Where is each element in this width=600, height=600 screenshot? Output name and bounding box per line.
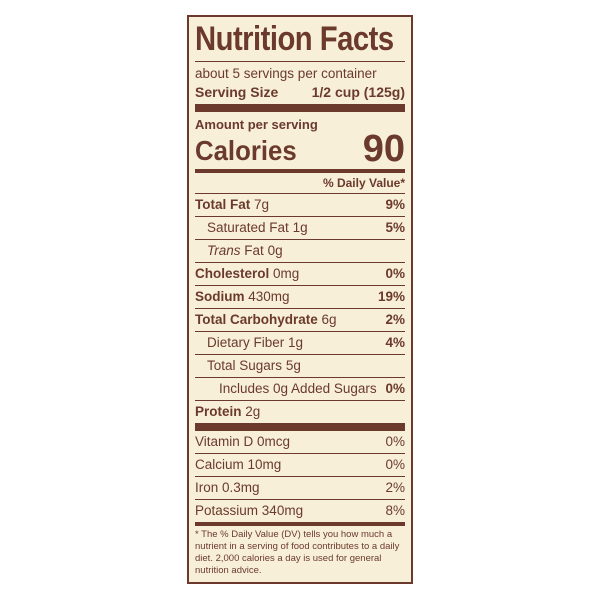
footnote: * The % Daily Value (DV) tells you how m… <box>195 529 400 576</box>
nutrient-name: Trans <box>207 243 241 258</box>
vitamin-amount: 10mg <box>247 457 282 472</box>
nutrient-row-dietary-fiber: Dietary Fiber 1g 4% <box>195 332 405 354</box>
nutrient-dv: 5% <box>385 220 405 235</box>
nutrient-name: Includes 0g Added Sugars <box>219 381 377 396</box>
vitamin-amount: 0.3mg <box>222 480 260 495</box>
vitamin-dv: 8% <box>385 503 405 518</box>
nutrient-dv: 9% <box>385 197 405 212</box>
vitamin-row-calcium: Calcium 10mg 0% <box>195 454 405 476</box>
daily-value-header: % Daily Value* <box>322 176 405 190</box>
nutrient-name: Total Fat <box>195 197 251 212</box>
vitamin-dv: 0% <box>385 434 405 449</box>
nutrient-amount: 0mg <box>273 266 300 281</box>
calories-value: 90 <box>362 128 405 170</box>
nutrient-amount: 7g <box>254 197 270 212</box>
nutrient-dv: 0% <box>385 381 405 396</box>
nutrient-row-protein: Protein 2g <box>195 401 405 423</box>
nutrient-amount: 430mg <box>248 289 290 304</box>
nutrient-row-saturated-fat: Saturated Fat 1g 5% <box>195 217 405 239</box>
nutrient-dv: 19% <box>377 289 405 304</box>
label-title: Nutrition Facts <box>195 20 394 58</box>
nutrient-amount: 5g <box>285 358 301 373</box>
vitamin-dv: 0% <box>385 457 405 472</box>
nutrient-dv: 4% <box>385 335 405 350</box>
nutrient-name: Protein <box>195 404 242 419</box>
vitamin-row-vitamin-d: Vitamin D 0mcg 0% <box>195 431 405 453</box>
calories-row: Calories 90 <box>195 128 405 170</box>
nutrient-row-added-sugars: Includes 0g Added Sugars 0% <box>195 378 405 400</box>
vitamin-name: Calcium <box>195 457 244 472</box>
divider-medium <box>195 522 405 526</box>
nutrient-amount: 6g <box>321 312 337 327</box>
nutrient-dv: 2% <box>385 312 405 327</box>
nutrient-name: Total Carbohydrate <box>195 312 318 327</box>
nutrient-amount: 1g <box>292 220 308 235</box>
vitamin-name: Potassium <box>195 503 259 518</box>
nutrient-dv: 0% <box>385 266 405 281</box>
serving-size-label: Serving Size <box>195 84 279 100</box>
nutrient-row-total-carbohydrate: Total Carbohydrate 6g 2% <box>195 309 405 331</box>
nutrient-amount: 1g <box>288 335 304 350</box>
vitamin-row-iron: Iron 0.3mg 2% <box>195 477 405 499</box>
divider-thick <box>195 104 405 112</box>
vitamin-amount: 0mcg <box>257 434 291 449</box>
divider-medium <box>195 169 405 173</box>
divider <box>195 61 405 62</box>
nutrient-row-total-fat: Total Fat 7g 9% <box>195 194 405 216</box>
serving-size: Serving Size 1/2 cup (125g) <box>195 83 405 101</box>
divider-thick <box>195 423 405 431</box>
nutrient-name: Cholesterol <box>195 266 270 281</box>
servings-per-container: about 5 servings per container <box>195 66 377 81</box>
nutrient-row-trans-fat: Trans Fat 0g <box>195 240 405 262</box>
vitamin-amount: 340mg <box>261 503 304 518</box>
amount-per-serving: Amount per serving <box>195 117 318 132</box>
nutrient-amount: 0g <box>267 243 283 258</box>
nutrient-row-cholesterol: Cholesterol 0mg 0% <box>195 263 405 285</box>
vitamin-dv: 2% <box>385 480 405 495</box>
calories-label: Calories <box>195 135 297 166</box>
serving-size-value: 1/2 cup (125g) <box>311 84 405 100</box>
nutrient-name-rest: Fat <box>244 243 264 258</box>
nutrient-amount: 2g <box>245 404 261 419</box>
nutrient-name: Saturated Fat <box>207 220 289 235</box>
nutrient-name: Dietary Fiber <box>207 335 285 350</box>
nutrition-facts-label: Nutrition Facts about 5 servings per con… <box>187 15 413 584</box>
nutrient-name: Total Sugars <box>207 358 283 373</box>
vitamin-row-potassium: Potassium 340mg 8% <box>195 500 405 522</box>
vitamin-name: Vitamin D <box>195 434 254 449</box>
vitamin-name: Iron <box>195 480 219 495</box>
nutrient-name: Sodium <box>195 289 245 304</box>
nutrient-row-sodium: Sodium 430mg 19% <box>195 286 405 308</box>
nutrient-row-total-sugars: Total Sugars 5g <box>195 355 405 377</box>
